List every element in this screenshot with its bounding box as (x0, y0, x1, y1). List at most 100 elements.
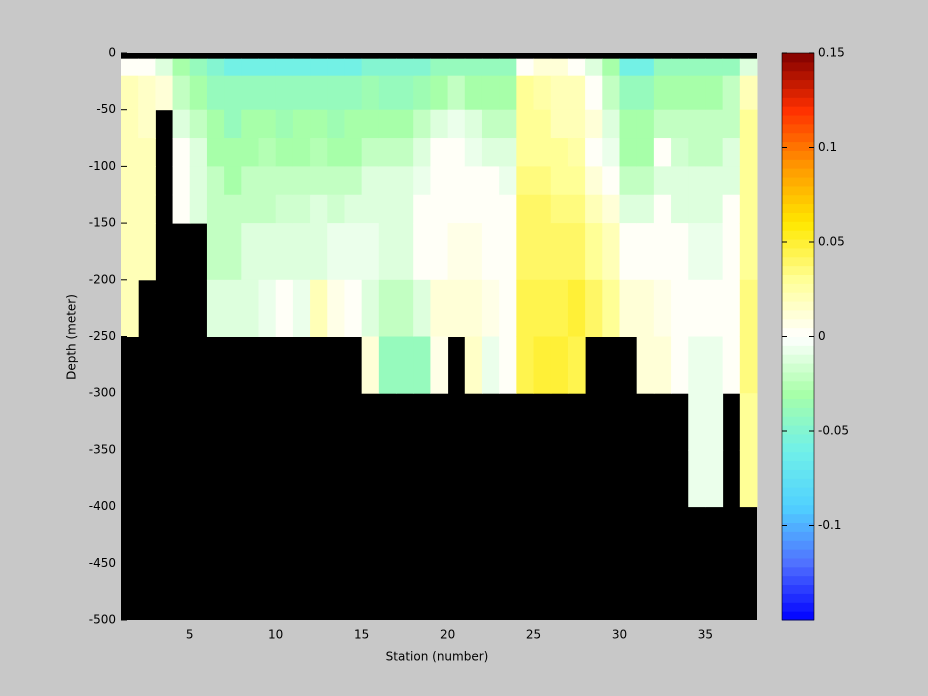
cell (121, 109, 139, 139)
cell (275, 109, 294, 139)
colorbar-band (782, 380, 814, 391)
cell (567, 75, 586, 111)
cell (739, 166, 758, 196)
cell (705, 138, 724, 167)
cell (705, 393, 724, 451)
cell (636, 109, 655, 139)
cell (344, 166, 363, 196)
colorbar-band (782, 292, 814, 302)
cell (275, 138, 294, 167)
x-tick-label: 30 (612, 628, 627, 642)
colorbar-band (782, 540, 814, 550)
colorbar-band (782, 522, 814, 532)
cell (138, 166, 156, 196)
cell (241, 166, 260, 196)
cell (344, 138, 363, 167)
cell (447, 166, 466, 196)
cell (138, 58, 156, 77)
colorbar-band (782, 398, 814, 408)
cell (653, 138, 672, 167)
cell (688, 336, 706, 394)
cell (653, 166, 672, 196)
cell (567, 223, 586, 281)
cell (671, 223, 689, 281)
cell (739, 75, 758, 111)
y-tick-label: -250 (89, 329, 116, 343)
cell (619, 223, 638, 281)
cell (619, 166, 638, 196)
cell (396, 279, 414, 337)
cell (585, 75, 603, 111)
cell (258, 223, 277, 281)
cell (344, 223, 363, 281)
cell (258, 75, 277, 111)
cell (567, 138, 586, 167)
cell (464, 138, 483, 167)
cell (671, 166, 689, 196)
colorbar-band (782, 274, 814, 284)
cell (121, 58, 139, 77)
cell (189, 75, 208, 111)
colorbar-band (782, 177, 814, 187)
cell (602, 58, 620, 77)
cell (705, 109, 724, 139)
axes: 5 10 15 20 25 30 35 0 -50 -100 -150 -200 -250 -300 -35… (89, 46, 713, 642)
cell (121, 138, 139, 167)
colorbar-band (782, 442, 814, 453)
cell (258, 194, 277, 224)
cell (206, 109, 225, 139)
colorbar-band (782, 495, 814, 506)
cell (241, 109, 260, 139)
cell (258, 109, 277, 139)
colorbar-band (782, 159, 814, 169)
cell (722, 138, 741, 167)
colorbar-band (782, 309, 814, 320)
cell (464, 194, 483, 224)
cell (430, 223, 449, 281)
cell (585, 194, 603, 224)
cell (602, 138, 620, 167)
cell (378, 138, 397, 167)
cell (413, 166, 431, 196)
colorbar-band (782, 354, 814, 364)
cell (258, 138, 277, 167)
colorbar-band (782, 212, 814, 222)
colorbar-band (782, 611, 814, 621)
cell (138, 75, 156, 111)
cell (396, 75, 414, 111)
colorbar-band (782, 88, 814, 98)
cell (516, 223, 535, 281)
cell (206, 166, 225, 196)
cell (292, 75, 311, 111)
cell (396, 109, 414, 139)
cell (739, 223, 758, 281)
cell (464, 58, 483, 77)
cell (722, 166, 741, 196)
colorbar-band (782, 575, 814, 586)
cell (344, 194, 363, 224)
colorbar-band (782, 566, 814, 577)
cell (567, 166, 586, 196)
cell (722, 279, 741, 337)
cell (275, 223, 294, 281)
y-tick-label: -100 (89, 159, 116, 173)
cell (653, 58, 672, 77)
colorbar-band (782, 168, 814, 178)
cell (516, 194, 535, 224)
colorbar-band (782, 425, 814, 435)
cell (224, 138, 242, 167)
cell (602, 166, 620, 196)
cell (430, 194, 449, 224)
cell (378, 58, 397, 77)
cell (292, 58, 311, 77)
cell (241, 75, 260, 111)
cell (378, 194, 397, 224)
cell (292, 166, 311, 196)
cell (636, 279, 655, 337)
y-tick-label: -200 (89, 272, 116, 286)
cell (155, 75, 174, 111)
cell (413, 223, 431, 281)
cell (671, 58, 689, 77)
cell (378, 223, 397, 281)
cell (138, 223, 156, 281)
